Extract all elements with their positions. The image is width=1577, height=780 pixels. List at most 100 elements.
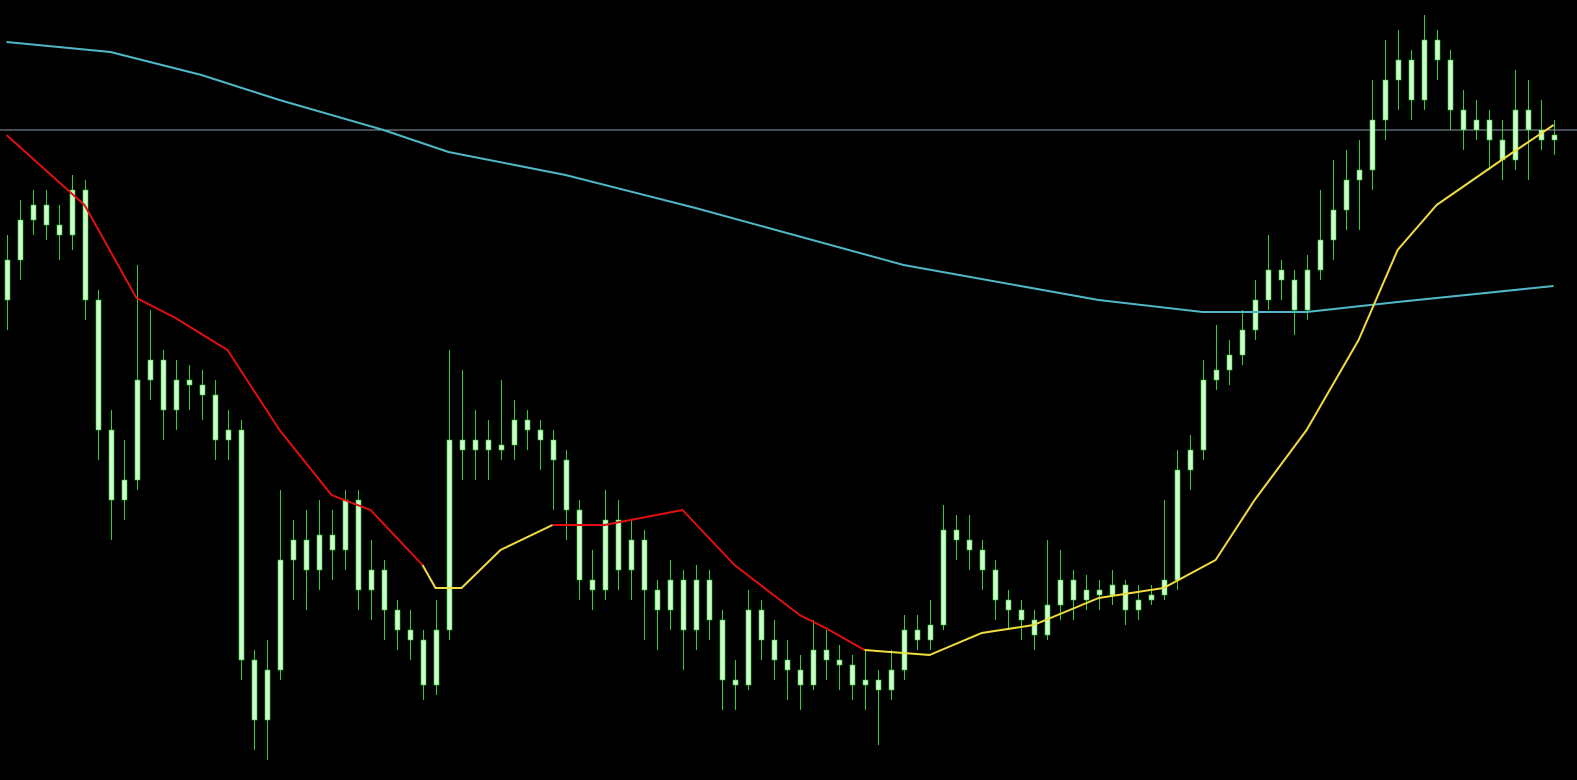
candle-body: [966, 539, 973, 551]
candle-body: [1343, 179, 1350, 211]
candle-body: [1434, 39, 1441, 61]
candle-body: [4, 259, 11, 301]
candle-body: [316, 534, 323, 571]
moving-average-line: [5, 134, 424, 566]
candle-body: [1070, 579, 1077, 601]
candle-body: [1005, 599, 1012, 611]
candle-body: [862, 679, 869, 686]
candle-body: [498, 444, 505, 451]
candle-body: [368, 569, 375, 591]
candle-body: [43, 204, 50, 226]
candle-body: [667, 579, 674, 611]
candle-body: [615, 519, 622, 571]
candle-body: [823, 649, 830, 661]
candle-body: [1096, 589, 1103, 596]
candle-body: [212, 394, 219, 441]
candle-body: [420, 639, 427, 686]
candle-body: [199, 384, 206, 396]
candle-body: [1031, 619, 1038, 636]
candle-body: [160, 359, 167, 411]
candle-body: [537, 429, 544, 441]
candle-body: [446, 439, 453, 631]
moving-average-line: [6, 41, 1554, 313]
candle-body: [511, 419, 518, 446]
candle-body: [836, 659, 843, 666]
candle-body: [1460, 109, 1467, 131]
candle-body: [888, 669, 895, 691]
candle-body: [1291, 279, 1298, 311]
candle-body: [17, 219, 24, 261]
candle-body: [719, 619, 726, 681]
candle-body: [82, 189, 89, 301]
candle-body: [875, 679, 882, 691]
candle-body: [355, 499, 362, 591]
candle-body: [641, 539, 648, 591]
candle-body: [108, 429, 115, 501]
candle-body: [680, 579, 687, 631]
candle-body: [589, 579, 596, 591]
candle-body: [329, 534, 336, 551]
candle-body: [758, 609, 765, 641]
candle-body: [628, 539, 635, 571]
candle-body: [264, 669, 271, 721]
candle-body: [1265, 269, 1272, 301]
candle-body: [1200, 379, 1207, 451]
candle-body: [1330, 209, 1337, 241]
candle-body: [1499, 139, 1506, 161]
candle-body: [1486, 119, 1493, 141]
candle-body: [602, 519, 609, 591]
candle-body: [381, 569, 388, 611]
candle-body: [95, 299, 102, 431]
candle-body: [901, 629, 908, 671]
candle-body: [1551, 134, 1558, 141]
candle-body: [693, 579, 700, 631]
candle-body: [979, 549, 986, 571]
candle-body: [940, 529, 947, 626]
candle-body: [1083, 589, 1090, 601]
candle-body: [1174, 469, 1181, 581]
candle-body: [1226, 354, 1233, 371]
candle-body: [394, 609, 401, 631]
candle-body: [433, 629, 440, 686]
moving-average-line: [864, 124, 1555, 656]
candle-body: [771, 639, 778, 661]
candle-body: [706, 579, 713, 621]
candle-body: [342, 499, 349, 551]
candle-body: [550, 439, 557, 461]
candle-body: [1525, 109, 1532, 131]
candle-body: [69, 189, 76, 236]
candle-body: [121, 479, 128, 501]
candle-body: [407, 629, 414, 641]
candle-body: [810, 649, 817, 686]
candle-body: [290, 539, 297, 561]
candle-body: [459, 439, 466, 451]
candle-body: [1317, 239, 1324, 271]
candle-body: [654, 589, 661, 611]
candle-body: [1135, 599, 1142, 611]
candle-body: [732, 679, 739, 686]
candle-body: [277, 559, 284, 671]
candle-body: [1278, 269, 1285, 281]
candle-body: [1369, 119, 1376, 171]
candle-body: [1304, 269, 1311, 311]
candle-body: [524, 419, 531, 431]
candle-body: [1512, 109, 1519, 161]
candle-body: [1122, 584, 1129, 611]
candle-body: [927, 624, 934, 641]
moving-average-line: [421, 524, 553, 589]
candle-body: [1018, 609, 1025, 621]
candle-body: [1395, 59, 1402, 81]
candle-body: [1109, 584, 1116, 596]
moving-average-line: [552, 509, 866, 651]
candle-body: [1408, 59, 1415, 101]
candle-body: [186, 379, 193, 386]
candle-body: [1382, 79, 1389, 121]
candle-body: [485, 439, 492, 451]
candle-body: [472, 439, 479, 451]
candle-body: [1421, 39, 1428, 101]
candle-body: [745, 609, 752, 686]
candle-body: [147, 359, 154, 381]
candle-body: [238, 429, 245, 661]
